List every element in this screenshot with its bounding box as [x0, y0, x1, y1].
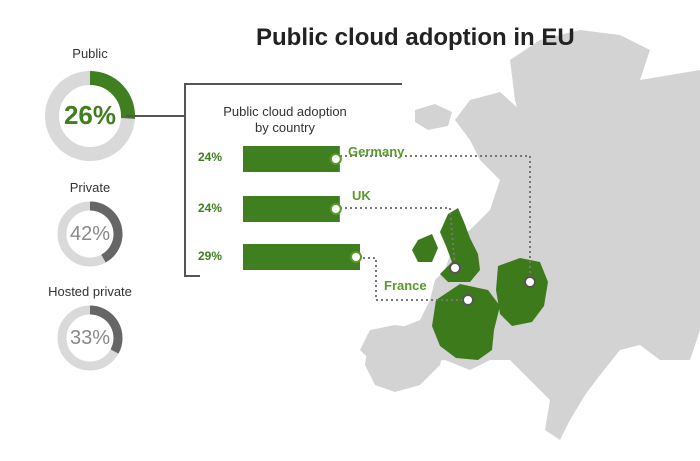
country-label-germany: Germany — [348, 144, 405, 159]
bar-end-marker-france — [350, 251, 362, 263]
bar-panel-title: Public cloud adoption by country — [200, 104, 370, 136]
france-marker — [462, 294, 474, 306]
bar-end-marker-uk — [329, 203, 342, 215]
donut-arc-hosted-private — [89, 305, 123, 354]
donut-label-public: Public — [72, 46, 108, 61]
iceland — [415, 104, 452, 130]
bar-uk — [243, 196, 340, 222]
uk-shape — [440, 208, 480, 282]
donut-arc-public — [89, 71, 135, 119]
bar-end-marker-germany — [329, 153, 342, 165]
public-connector — [126, 83, 402, 277]
donut-value-public: 26% — [63, 100, 117, 130]
country-label-uk: UK — [352, 188, 371, 203]
germany-connector — [340, 155, 531, 282]
iberia — [365, 325, 445, 392]
donut-label-hosted-private: Hosted private — [48, 284, 132, 299]
scandinavia — [510, 30, 650, 190]
bar-panel-title-line1: Public cloud adoption — [223, 104, 347, 119]
page-title: Public cloud adoption in EU — [256, 24, 575, 51]
germany-shape — [496, 258, 548, 326]
donut-label-private: Private — [69, 180, 111, 195]
bar-value-label-france: 29% — [198, 249, 223, 263]
france-connector — [358, 257, 468, 301]
bar-value-label-germany: 24% — [198, 150, 223, 164]
uk-marker — [449, 262, 461, 274]
bar-chart — [243, 146, 362, 270]
donut-value-hosted-private: 33% — [69, 327, 111, 349]
uk-connector — [340, 207, 456, 269]
donut-arc-private — [89, 201, 123, 263]
ireland-shape — [412, 234, 438, 262]
bar-france — [243, 244, 360, 270]
bar-germany — [243, 146, 340, 172]
donut-value-private: 42% — [69, 223, 111, 245]
country-label-france: France — [384, 278, 427, 293]
germany-marker — [524, 276, 536, 288]
bar-panel-title-line2: by country — [255, 120, 315, 135]
bar-value-label-uk: 24% — [198, 201, 223, 215]
france-shape — [432, 284, 500, 360]
